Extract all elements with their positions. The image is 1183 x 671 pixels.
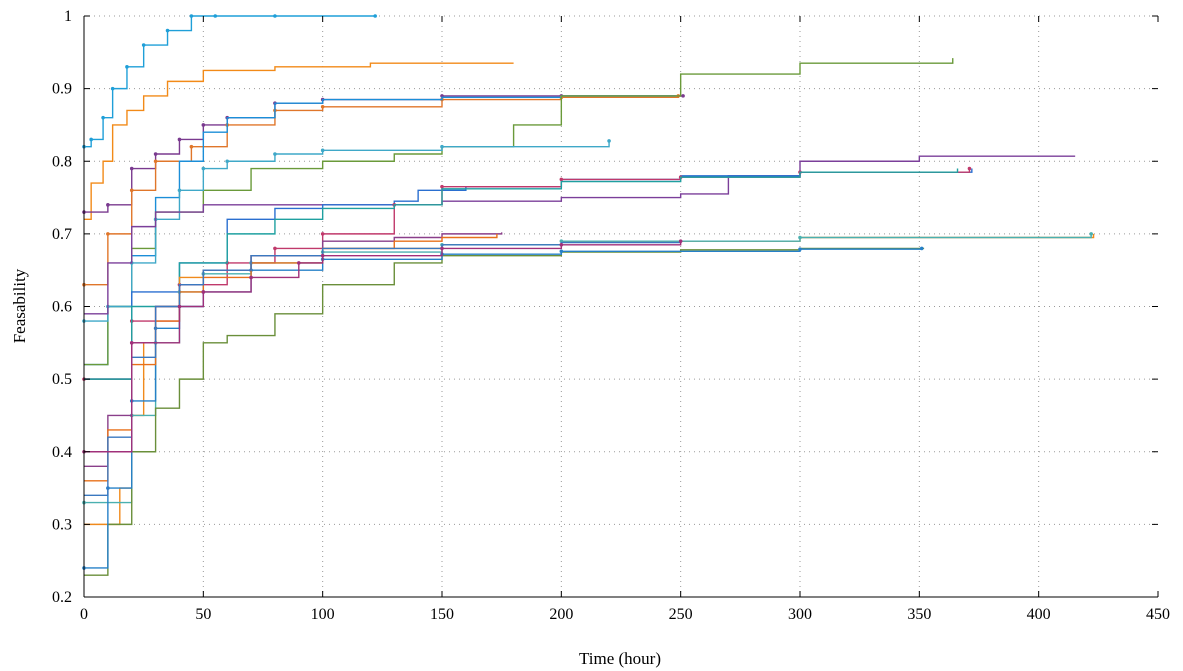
series-7-point [201, 166, 206, 171]
y-tick-label: 0.4 [52, 444, 72, 461]
series-19-point [320, 253, 325, 258]
series-19-point [559, 242, 564, 247]
series-7-point [320, 148, 325, 153]
series-19-point [177, 304, 182, 309]
series-4-point [320, 104, 325, 109]
y-tick-label: 0.8 [52, 153, 72, 170]
series-line-5 [84, 95, 676, 366]
series-line-14 [84, 247, 925, 576]
series-3-point [177, 137, 182, 142]
tick-labels: 0 50 100 150 200 250 300 350 400 450 0.2 0.3 0.4 0.5 0… [52, 8, 1170, 623]
series-line-15 [84, 248, 923, 569]
series-15-point [919, 246, 924, 251]
x-tick-label: 450 [1146, 606, 1170, 623]
series-19-point [297, 261, 301, 265]
series-line-7 [84, 140, 610, 322]
series-10-point [440, 184, 444, 189]
series-1-point [101, 115, 105, 120]
x-tick-label: 50 [195, 606, 211, 623]
y-tick-label: 0.5 [52, 371, 72, 388]
series-line-18 [84, 241, 682, 497]
x-axis-label: Time (hour) [579, 649, 661, 668]
series-1-point [373, 14, 377, 18]
x-tick-label: 350 [907, 606, 931, 623]
series-15-point [559, 249, 564, 254]
series-1-point [165, 28, 170, 33]
series-19-point [201, 290, 206, 294]
y-tick-label: 1 [64, 8, 72, 25]
series-3-point [681, 94, 685, 98]
series-10-point [967, 166, 972, 171]
y-axis-label: Feasability [10, 268, 29, 343]
series-19-point [678, 239, 683, 243]
x-tick-label: 250 [669, 606, 693, 623]
series-13-point [798, 235, 802, 240]
series-line-16 [84, 232, 503, 467]
series-3-point [153, 152, 158, 156]
x-tick-label: 0 [80, 606, 88, 623]
series-10-point [559, 177, 564, 182]
series-7-point [177, 188, 182, 193]
x-tick-label: 100 [311, 606, 335, 623]
x-tick-label: 200 [549, 606, 573, 623]
series-19-point [440, 246, 444, 251]
series-4-point [129, 188, 134, 193]
series-line-3 [84, 95, 684, 213]
series-3-point [129, 166, 134, 171]
series-10-point [273, 246, 277, 251]
axes [83, 15, 1159, 598]
x-tick-label: 300 [788, 606, 812, 623]
series-4-point [153, 159, 158, 164]
series-7-point [607, 139, 611, 143]
grid-lines [84, 15, 1158, 597]
series-1-point [213, 14, 218, 18]
series-line-1 [84, 15, 376, 148]
series-1-point [89, 137, 93, 142]
x-tick-label: 150 [430, 606, 454, 623]
series-1-point [273, 14, 277, 18]
x-tick-label: 400 [1027, 606, 1051, 623]
series-7-point [440, 144, 444, 149]
series-10-point [320, 232, 325, 236]
series-line-6 [84, 58, 954, 366]
series-19-point [129, 341, 134, 345]
y-tick-label: 0.7 [52, 226, 72, 243]
series-1-point [125, 65, 129, 69]
y-tick-label: 0.6 [52, 299, 72, 316]
series-1-point [110, 86, 115, 91]
series-19-point [249, 275, 253, 280]
series-line-4 [84, 95, 679, 286]
series-1-point [189, 14, 194, 18]
series-line-13 [84, 233, 1092, 504]
series-line-19 [84, 241, 682, 453]
series-7-point [225, 159, 229, 164]
series-4-point [106, 232, 110, 236]
series-13-point [1089, 232, 1093, 236]
series-15-point [798, 247, 802, 251]
series-1-point [141, 43, 146, 47]
y-tick-label: 0.9 [52, 81, 72, 98]
y-tick-label: 0.3 [52, 516, 72, 533]
series-3-point [201, 123, 206, 127]
series-3-point [106, 203, 110, 207]
series-7-point [273, 152, 277, 156]
series-line-2 [84, 62, 514, 221]
series-group [82, 14, 1095, 576]
series-4-point [189, 144, 194, 149]
y-tick-label: 0.2 [52, 589, 72, 606]
